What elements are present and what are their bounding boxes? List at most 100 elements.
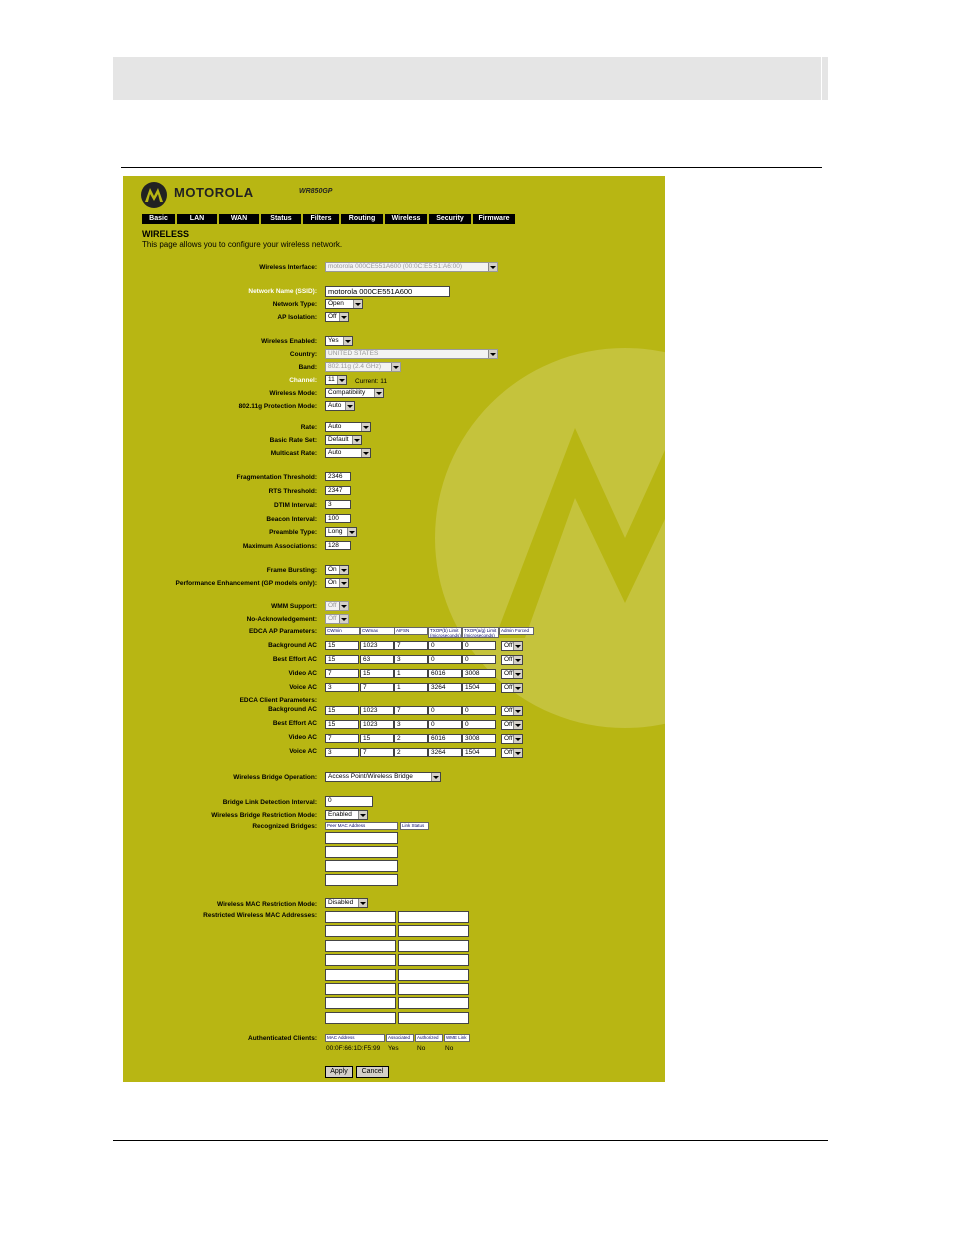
frame-bursting-select[interactable]: On [325, 565, 349, 575]
edca-input[interactable]: 15 [360, 669, 394, 678]
restricted-mac-input[interactable] [398, 954, 469, 967]
edca-input[interactable]: 7 [325, 734, 359, 743]
bridge-mac-input[interactable] [325, 860, 398, 872]
edca-input[interactable]: 0 [462, 655, 496, 664]
edca-input[interactable]: 1504 [462, 683, 496, 692]
rate-select[interactable]: Auto [325, 422, 371, 432]
apply-button[interactable]: Apply [325, 1066, 353, 1078]
edca-input[interactable]: 0 [462, 641, 496, 650]
edca-input[interactable]: 1504 [462, 748, 496, 757]
channel-select[interactable]: 11 [325, 375, 347, 385]
wmm-support-select[interactable]: Off [325, 601, 349, 611]
edca-input[interactable]: 15 [325, 706, 359, 715]
nav-tab-lan[interactable]: LAN [177, 214, 217, 224]
restricted-mac-input[interactable] [325, 954, 396, 967]
edca-input[interactable]: 3 [325, 748, 359, 757]
edca-input[interactable]: 3 [394, 720, 428, 729]
edca-input[interactable]: 1 [394, 669, 428, 678]
restricted-mac-input[interactable] [398, 968, 469, 981]
nav-tab-routing[interactable]: Routing [341, 214, 383, 224]
nav-tab-wan[interactable]: WAN [219, 214, 259, 224]
restricted-mac-input[interactable] [398, 997, 469, 1010]
bridge-mac-input[interactable] [325, 874, 398, 886]
edca-input[interactable]: 1 [394, 683, 428, 692]
nav-tab-status[interactable]: Status [261, 214, 301, 224]
wireless-mode-select[interactable]: Compatibility [325, 388, 384, 398]
restricted-mac-input[interactable] [398, 911, 469, 923]
edca-input[interactable]: 1023 [360, 706, 394, 715]
edca-input[interactable]: 2 [394, 734, 428, 743]
nav-tab-basic[interactable]: Basic [142, 214, 175, 224]
basic-rate-set-select[interactable]: Default [325, 435, 362, 445]
edca-input[interactable]: 15 [325, 641, 359, 650]
edca-input[interactable]: 7 [394, 706, 428, 715]
edca-input[interactable]: 3008 [462, 734, 496, 743]
restricted-mac-input[interactable] [398, 939, 469, 952]
wireless-enabled-select[interactable]: Yes [325, 336, 353, 346]
protection-mode-select[interactable]: Auto [325, 401, 355, 411]
ap-isolation-select[interactable]: Off [325, 312, 349, 322]
restricted-mac-input[interactable] [325, 925, 396, 938]
mac-restriction-select[interactable]: Disabled [325, 898, 368, 908]
restricted-mac-input[interactable] [325, 968, 396, 981]
edca-input[interactable]: 3 [325, 683, 359, 692]
bridge-restriction-select[interactable]: Enabled [325, 810, 368, 820]
edca-input[interactable]: 3264 [428, 683, 462, 692]
bridge-link-input[interactable]: 0 [325, 796, 373, 807]
restricted-mac-input[interactable] [325, 983, 396, 995]
edca-input[interactable]: 6016 [428, 669, 462, 678]
wireless-interface-select[interactable]: motorola 000CE551A600 (00:0C:E5:51:A6:00… [325, 262, 498, 272]
edca-input[interactable]: 0 [462, 706, 496, 715]
edca-input[interactable]: 0 [428, 706, 462, 715]
beacon-interval-input[interactable]: 100 [325, 514, 351, 523]
restricted-mac-input[interactable] [325, 939, 396, 952]
edca-forced-select[interactable]: Off [501, 669, 523, 679]
restricted-mac-input[interactable] [398, 1011, 469, 1024]
edca-input[interactable]: 15 [325, 655, 359, 664]
edca-input[interactable]: 6016 [428, 734, 462, 743]
nav-tab-security[interactable]: Security [429, 214, 471, 224]
band-select[interactable]: 802.11g (2.4 GHz) [325, 362, 401, 372]
edca-input[interactable]: 1023 [360, 720, 394, 729]
edca-forced-select[interactable]: Off [501, 706, 523, 716]
edca-forced-select[interactable]: Off [501, 748, 523, 758]
frag-threshold-input[interactable]: 2346 [325, 472, 351, 481]
edca-input[interactable]: 3008 [462, 669, 496, 678]
bridge-mac-input[interactable] [325, 832, 398, 844]
restricted-mac-input[interactable] [325, 911, 396, 923]
country-select[interactable]: UNITED STATES [325, 349, 498, 359]
edca-forced-select[interactable]: Off [501, 655, 523, 665]
edca-input[interactable]: 7 [394, 641, 428, 650]
restricted-mac-input[interactable] [398, 925, 469, 938]
edca-input[interactable]: 2 [394, 748, 428, 757]
multicast-rate-select[interactable]: Auto [325, 448, 371, 458]
nav-tab-filters[interactable]: Filters [303, 214, 339, 224]
edca-input[interactable]: 0 [428, 641, 462, 650]
edca-input[interactable]: 1023 [360, 641, 394, 650]
ssid-input[interactable]: motorola 000CE551A600 [325, 286, 450, 297]
edca-input[interactable]: 0 [428, 720, 462, 729]
edca-input[interactable]: 7 [325, 669, 359, 678]
edca-input[interactable]: 0 [428, 655, 462, 664]
edca-input[interactable]: 15 [360, 734, 394, 743]
no-ack-select[interactable]: Off [325, 614, 349, 624]
preamble-type-select[interactable]: Long [325, 527, 357, 537]
edca-input[interactable]: 7 [360, 748, 394, 757]
edca-input[interactable]: 3264 [428, 748, 462, 757]
perf-enh-select[interactable]: On [325, 578, 349, 588]
dtim-interval-input[interactable]: 3 [325, 500, 351, 509]
bridge-mac-input[interactable] [325, 846, 398, 858]
network-type-select[interactable]: Open [325, 299, 363, 309]
restricted-mac-input[interactable] [398, 983, 469, 995]
nav-tab-wireless[interactable]: Wireless [385, 214, 427, 224]
rts-threshold-input[interactable]: 2347 [325, 486, 351, 495]
edca-input[interactable]: 7 [360, 683, 394, 692]
edca-forced-select[interactable]: Off [501, 683, 523, 693]
edca-forced-select[interactable]: Off [501, 720, 523, 730]
edca-forced-select[interactable]: Off [501, 734, 523, 744]
edca-forced-select[interactable]: Off [501, 641, 523, 651]
edca-input[interactable]: 63 [360, 655, 394, 664]
nav-tab-firmware[interactable]: Firmware [473, 214, 515, 224]
restricted-mac-input[interactable] [325, 1011, 396, 1024]
edca-input[interactable]: 15 [325, 720, 359, 729]
